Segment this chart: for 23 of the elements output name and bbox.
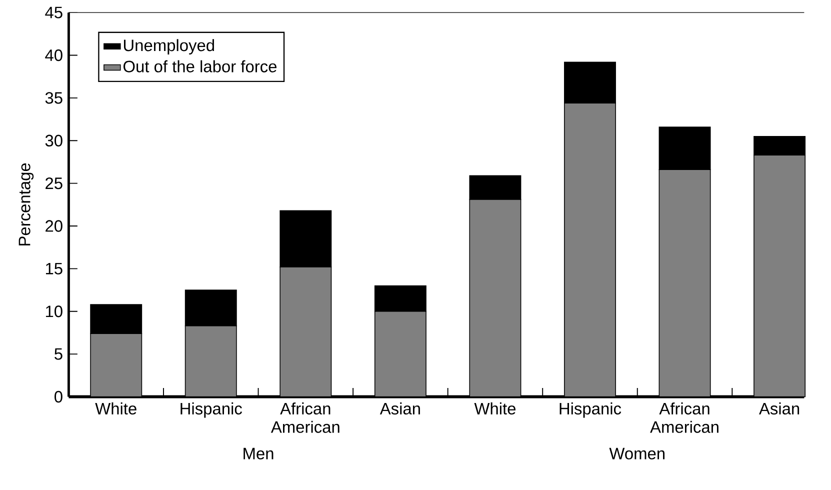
y-tick-label: 25 xyxy=(46,178,62,190)
text: Men xyxy=(244,448,274,460)
legend-label: Unemployed xyxy=(124,39,214,55)
x-tick-label: African American xyxy=(650,402,718,434)
x-tick-label: White xyxy=(474,402,516,415)
y-tick-label: 30 xyxy=(45,134,62,147)
y-tick-label: 35 xyxy=(45,92,62,104)
y-tick-label: 45 xyxy=(45,6,62,18)
y-tick-label: 40 xyxy=(45,50,62,62)
x-tick-label: Hispanic xyxy=(560,402,622,418)
x-tick-label: Hispanic xyxy=(180,402,242,418)
x-tick-label: Asian xyxy=(380,402,420,415)
y-tick-label: 15 xyxy=(46,263,62,275)
legend-label: Out of the labor force xyxy=(124,60,277,73)
x-tick-label: White xyxy=(95,402,136,415)
text: Women xyxy=(609,448,664,460)
y-tick-label: 20 xyxy=(46,220,62,232)
y-tick-label: 5 xyxy=(54,348,62,360)
y-axis-title: Percentage xyxy=(18,164,34,246)
y-tick-label: 10 xyxy=(46,306,62,318)
x-tick-label: Asian xyxy=(759,402,800,415)
x-tick-label: African American xyxy=(270,402,340,434)
y-tick-label: 0 xyxy=(54,391,62,403)
